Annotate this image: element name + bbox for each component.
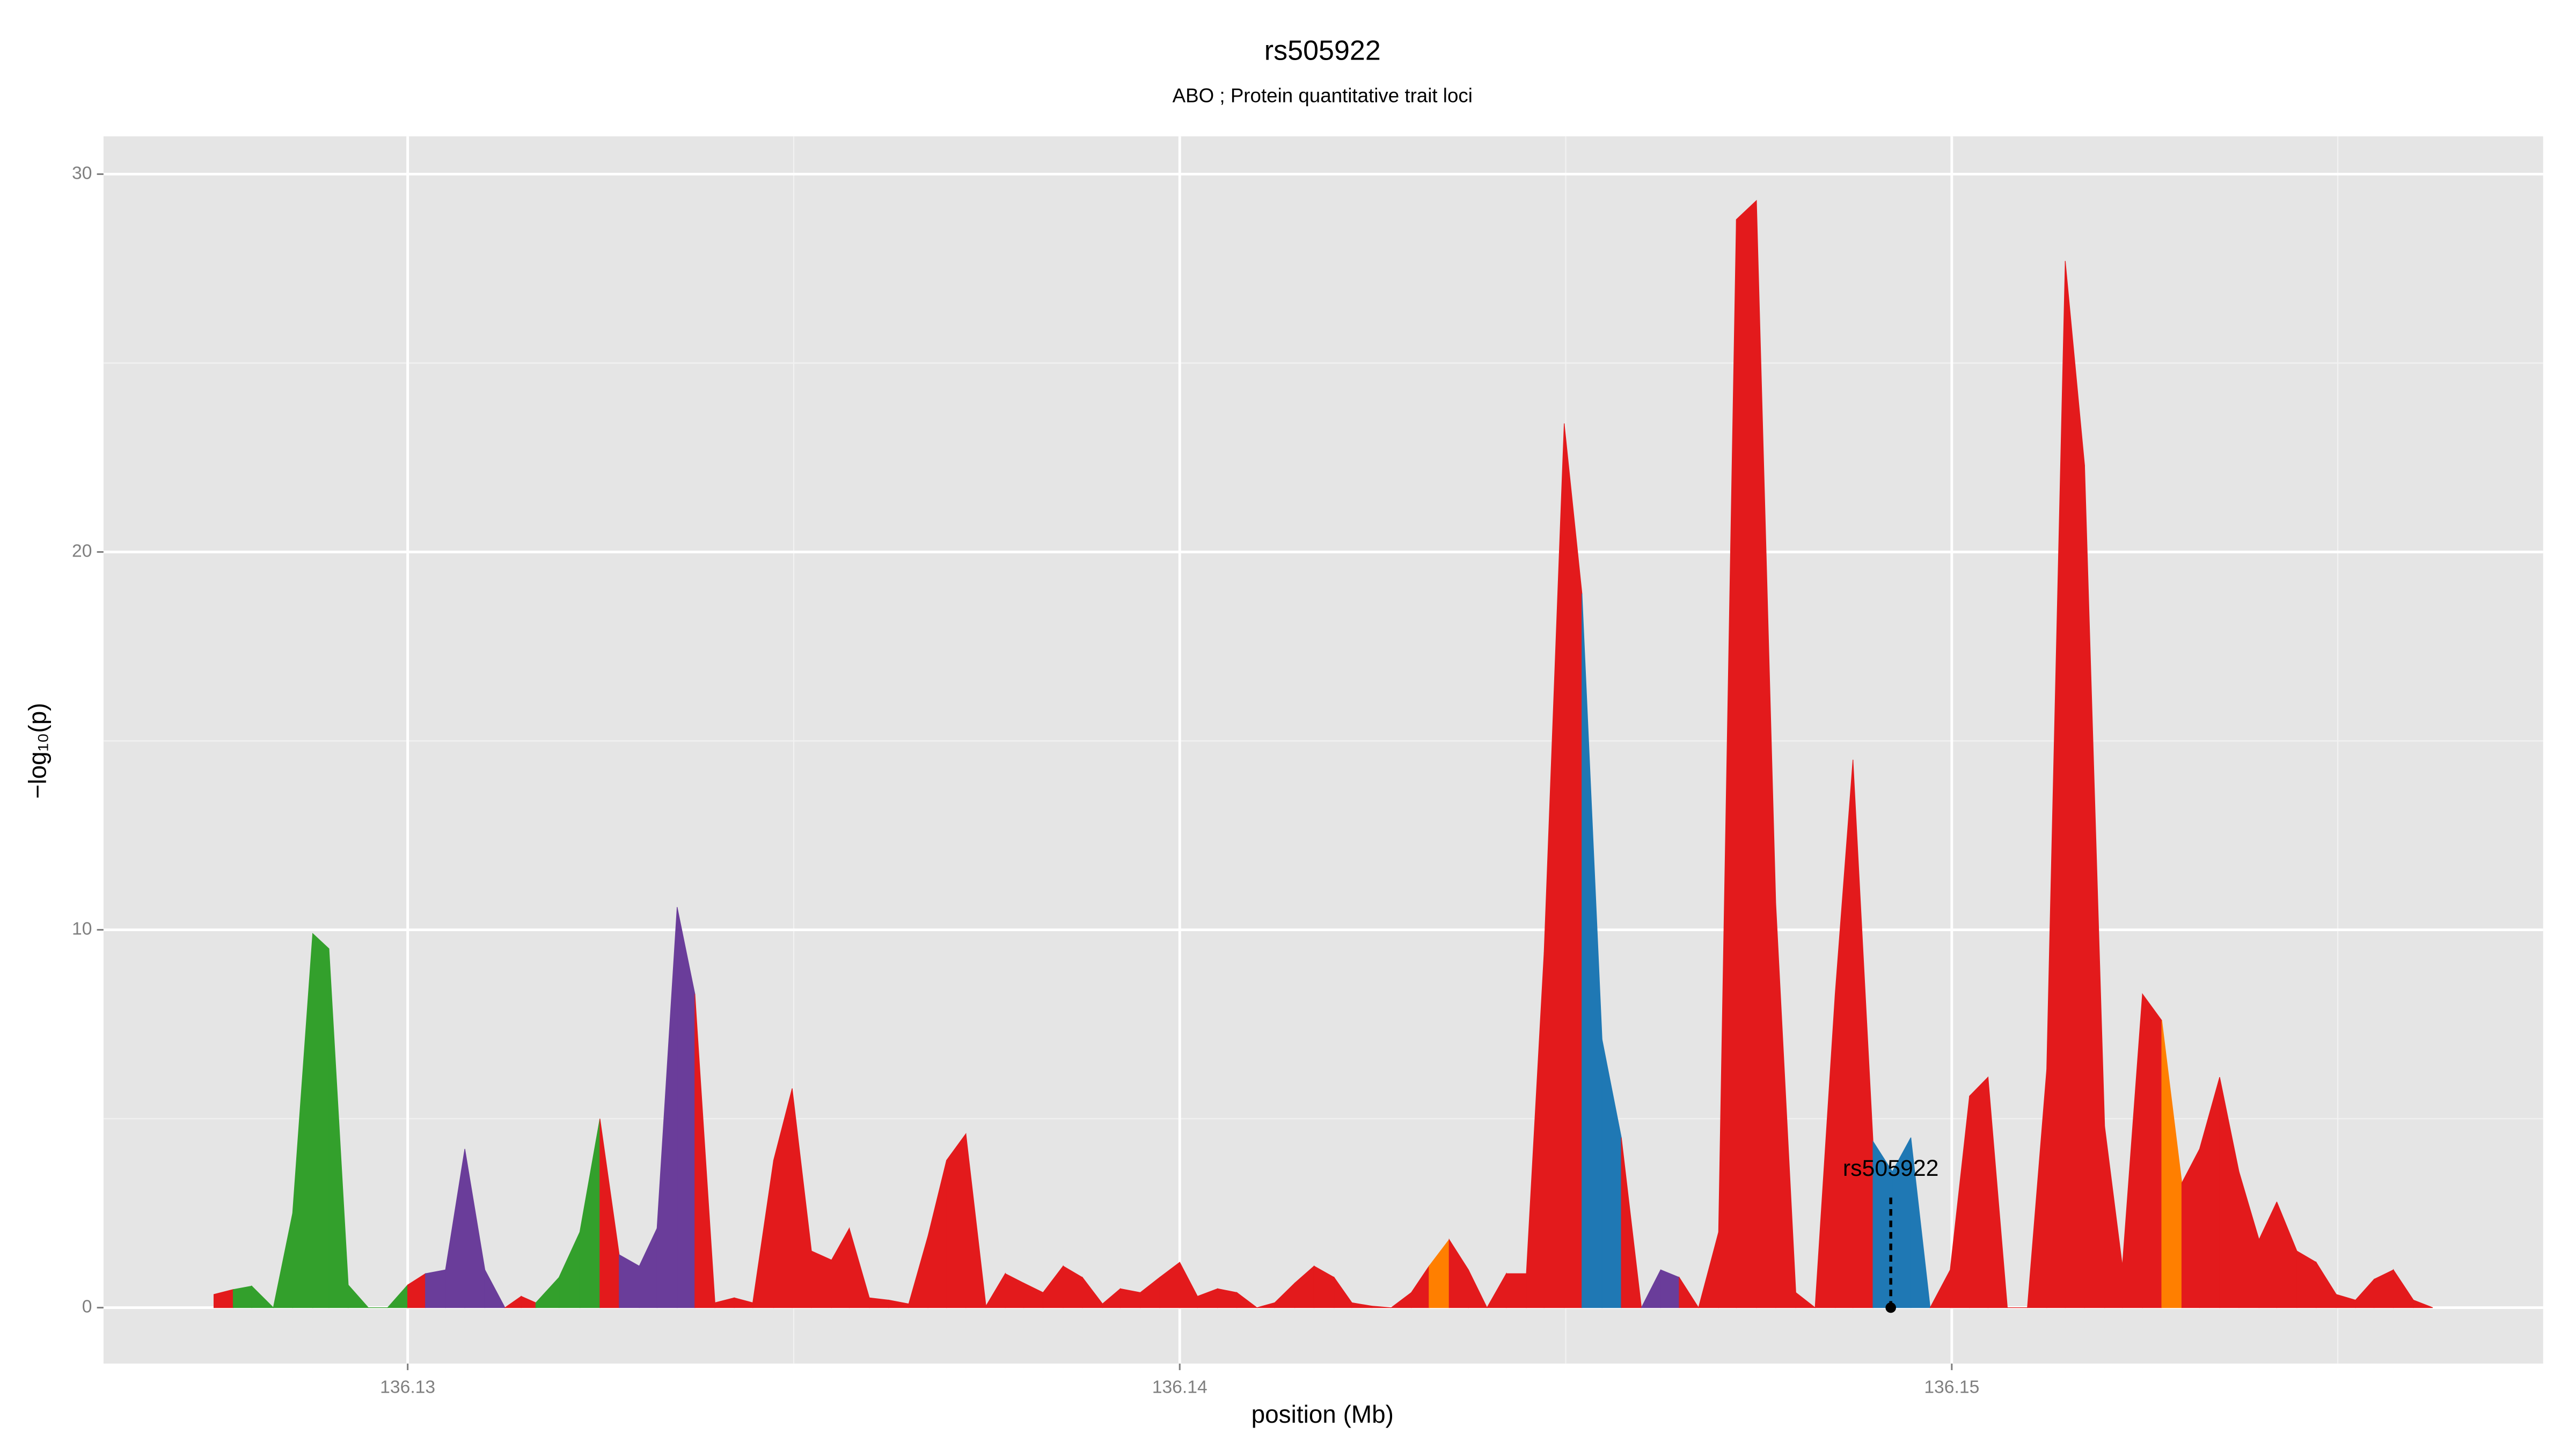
annotations: rs505922 xyxy=(1843,1155,1939,1313)
area-segment xyxy=(1969,1076,1989,1308)
axes: 136.13 136.14 136.15 0 10 20 30 xyxy=(72,163,1979,1397)
y-tick-label: 30 xyxy=(72,163,92,183)
y-axis-label: −log₁₀(p) xyxy=(24,703,52,799)
area-segment xyxy=(946,1132,967,1308)
area-segment xyxy=(1679,1276,1700,1308)
area-segment xyxy=(1468,1269,1488,1308)
area-segment xyxy=(2142,993,2162,1308)
y-tick-label: 10 xyxy=(72,919,92,939)
area-segment xyxy=(425,1269,446,1308)
area-segment xyxy=(312,933,330,1308)
area-segment xyxy=(1371,1306,1392,1308)
area-segment xyxy=(251,1285,274,1308)
area-segment xyxy=(1236,1292,1258,1308)
x-tick-label: 136.14 xyxy=(1152,1378,1208,1397)
area-segment xyxy=(484,1269,506,1308)
area-segment xyxy=(1621,1137,1642,1308)
area-segment xyxy=(1506,1273,1527,1308)
x-tick-label: 136.13 xyxy=(380,1378,435,1397)
area-segment xyxy=(1987,1077,2008,1308)
x-axis-label: position (Mb) xyxy=(1252,1400,1394,1428)
chart-subtitle: ABO ; Protein quantitative trait loci xyxy=(1173,84,1473,106)
area-segment xyxy=(811,1250,832,1308)
annotation-label: rs505922 xyxy=(1843,1155,1939,1181)
area-segment xyxy=(232,1285,252,1308)
area-segment xyxy=(2413,1299,2433,1308)
area-segment xyxy=(1736,200,1757,1308)
chart-title: rs505922 xyxy=(1264,35,1381,67)
area-segment xyxy=(348,1284,369,1308)
y-tick-label: 20 xyxy=(72,541,92,561)
area-segment xyxy=(1795,1292,1816,1308)
area-segment xyxy=(1910,1137,1931,1308)
y-tick-label: 0 xyxy=(82,1297,92,1317)
x-tick-label: 136.15 xyxy=(1924,1378,1979,1397)
area-segments xyxy=(213,200,2433,1308)
annotation-point xyxy=(1885,1302,1896,1313)
